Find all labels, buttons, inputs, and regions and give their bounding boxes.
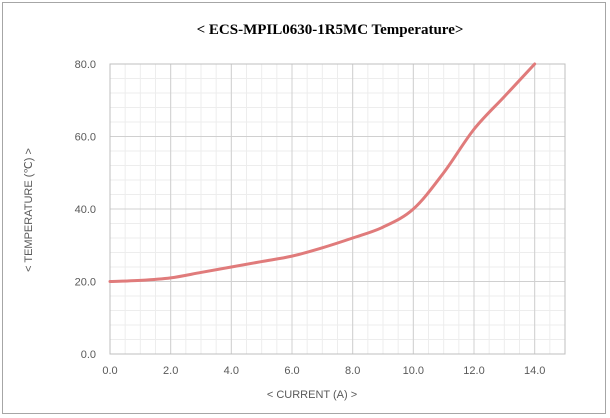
y-tick-label: 80.0: [75, 59, 96, 71]
x-tick-label: 4.0: [224, 365, 239, 377]
temperature-series-line: [108, 62, 537, 283]
x-tick-label: 2.0: [163, 365, 178, 377]
x-tick-label: 8.0: [345, 365, 360, 377]
x-tick-label: 12.0: [463, 365, 484, 377]
x-tick-labels: 0.0 2.0 4.0 6.0 8.0 10.0 12.0 14.0: [102, 365, 545, 377]
x-tick-label: 6.0: [284, 365, 299, 377]
y-tick-label: 40.0: [75, 204, 96, 216]
y-tick-labels: 0.0 20.0 40.0 60.0 80.0: [75, 59, 96, 361]
y-tick-label: 60.0: [75, 132, 96, 144]
chart-title: < ECS-MPIL0630-1R5MC Temperature>: [197, 22, 464, 38]
y-tick-label: 0.0: [81, 349, 96, 361]
x-tick-label: 14.0: [524, 365, 545, 377]
plot-area-border: [109, 63, 566, 355]
x-tick-label: 0.0: [102, 365, 117, 377]
y-tick-label: 20.0: [75, 277, 96, 289]
y-axis-label: < TEMPERATURE (℃) >: [23, 148, 35, 272]
series-layer: [108, 62, 537, 283]
chart-frame: [2, 2, 606, 414]
x-axis-label: < CURRENT (A) >: [267, 389, 357, 401]
x-tick-label: 10.0: [403, 365, 424, 377]
